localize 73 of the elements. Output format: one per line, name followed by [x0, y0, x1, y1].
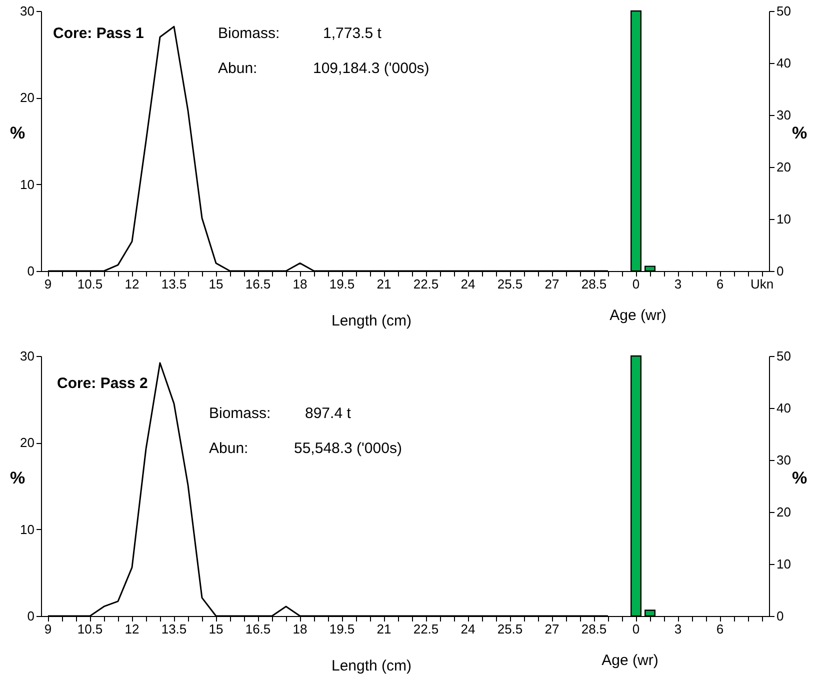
x-tick-label: 19.5 — [329, 622, 355, 636]
x-tick-label: 9 — [44, 622, 52, 636]
annotation: Biomass: — [209, 405, 271, 422]
x-tick-label: 24 — [460, 622, 476, 636]
x-tick-label: 13.5 — [161, 622, 187, 636]
y-tick-label: 10 — [20, 522, 34, 537]
y-tick-label: 30 — [20, 348, 34, 364]
y2-tick-label: 20 — [776, 504, 791, 520]
y2-tick-label: 30 — [776, 108, 791, 122]
y2-tick-label: 40 — [776, 56, 791, 70]
x-tick-label: 28.5 — [581, 622, 607, 636]
x-tick-label: 28.5 — [581, 276, 607, 292]
x-tick-label: Ukn — [750, 276, 774, 292]
x-tick-label: 10.5 — [77, 622, 103, 636]
y-tick-label: 20 — [20, 90, 34, 106]
x-axis-title: Length (cm) — [331, 658, 412, 674]
y2-axis-title: % — [792, 124, 808, 143]
x-tick-label: 10.5 — [77, 276, 103, 292]
x-tick-label: 21 — [376, 622, 392, 636]
y-tick-label: 10 — [20, 176, 34, 192]
y2-tick-label: 40 — [776, 400, 791, 416]
y-axis-title: % — [10, 124, 26, 143]
y-tick-label: 0 — [27, 608, 34, 624]
x-tick-label: 3 — [674, 276, 682, 292]
x-tick-label: 15 — [208, 622, 224, 636]
annotation: 55,548.3 ('000s) — [294, 440, 402, 457]
y2-tick-label: 50 — [776, 348, 791, 364]
annotation: 109,184.3 ('000s) — [313, 60, 430, 77]
x-axis-title: Length (cm) — [331, 312, 412, 330]
annotation: 897.4 t — [305, 405, 352, 422]
y-tick-label: 30 — [20, 4, 34, 18]
x-tick-label: 6 — [716, 276, 724, 292]
x-tick-label: 12 — [124, 622, 140, 636]
x-tick-label: 16.5 — [245, 276, 271, 292]
annotation: Core: Pass 1 — [53, 25, 144, 42]
x-tick-label: 27 — [544, 276, 560, 292]
x-tick-label: 6 — [716, 622, 724, 636]
x-tick-label: 18 — [292, 276, 308, 292]
y2-tick-label: 10 — [776, 556, 791, 572]
y2-axis-title: % — [792, 468, 808, 488]
x-tick-label: 16.5 — [245, 622, 271, 636]
annotation: 1,773.5 t — [323, 25, 382, 42]
annotation: Biomass: — [218, 25, 280, 42]
x-tick-label: 9 — [44, 276, 52, 292]
x-tick-label: 25.5 — [497, 276, 523, 292]
x-tick-label: 25.5 — [497, 622, 523, 636]
x-tick-label: 22.5 — [413, 622, 439, 636]
x-tick-label: 19.5 — [329, 276, 355, 292]
x-tick-label: 12 — [124, 276, 140, 292]
y2-tick-label: 10 — [776, 212, 791, 226]
x-tick-label: 18 — [292, 622, 308, 636]
x-tick-label: 15 — [208, 276, 224, 292]
x-tick-label: 27 — [544, 622, 560, 636]
y2-tick-label: 50 — [776, 4, 791, 18]
annotation: Abun: — [209, 440, 248, 457]
y-axis-title: % — [10, 468, 26, 488]
y2-tick-label: 0 — [776, 608, 784, 624]
x-tick-label: 0 — [632, 622, 640, 636]
annotation: Core: Pass 2 — [57, 375, 148, 392]
text: Age (wr) — [610, 307, 666, 324]
y-tick-label: 0 — [27, 264, 34, 278]
x-tick-label: 24 — [460, 276, 476, 292]
annotation: Abun: — [218, 60, 258, 77]
text: Age (wr) — [602, 652, 658, 669]
x-tick-label: 3 — [674, 622, 682, 636]
y-tick-label: 20 — [20, 435, 34, 450]
y2-tick-label: 20 — [776, 160, 791, 174]
y2-tick-label: 30 — [776, 452, 791, 468]
x-tick-label: 21 — [376, 276, 392, 292]
x-tick-label: 22.5 — [413, 276, 439, 292]
x-tick-label: 13.5 — [161, 276, 187, 292]
y2-tick-label: 0 — [776, 264, 784, 278]
x-tick-label: 0 — [632, 276, 640, 292]
